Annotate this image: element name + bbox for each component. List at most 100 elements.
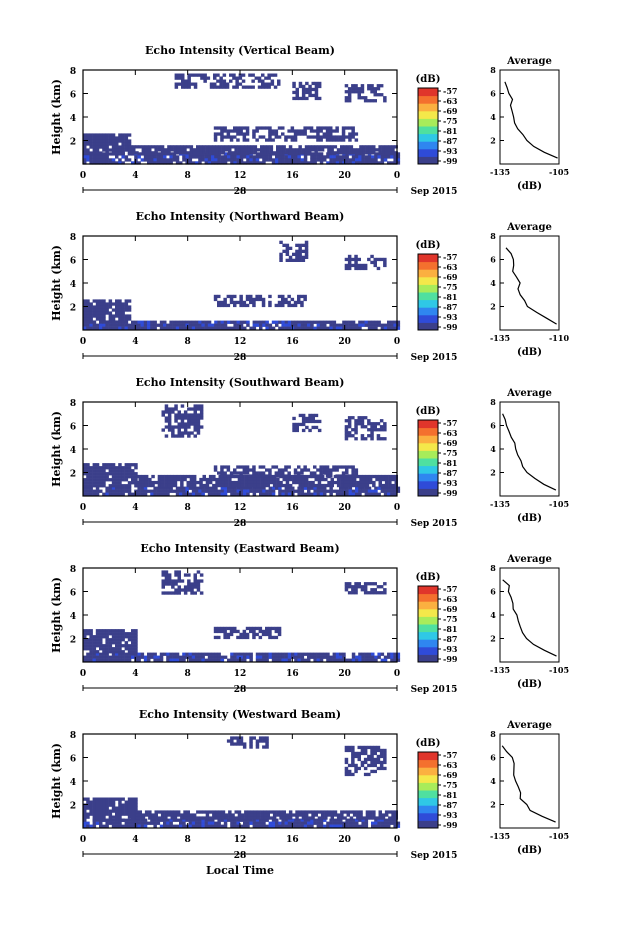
- echo-cell: [277, 626, 282, 631]
- echo-cell: [344, 266, 349, 271]
- echo-cell: [282, 816, 286, 820]
- echo-cell: [147, 326, 151, 330]
- average-y-tick-label: 8: [490, 231, 496, 241]
- echo-cell: [95, 308, 100, 312]
- echo-cell: [322, 126, 327, 130]
- echo-cell: [134, 650, 138, 654]
- colorbar-segment: [418, 269, 438, 278]
- echo-cell: [373, 87, 377, 91]
- echo-cell: [233, 626, 237, 631]
- echo-cell: [243, 824, 247, 828]
- echo-cell: [111, 806, 116, 810]
- echo-cell: [383, 492, 388, 496]
- echo-cell: [83, 641, 87, 645]
- echo-cell: [362, 474, 366, 479]
- echo-cell: [265, 323, 269, 327]
- echo-cell: [303, 129, 307, 133]
- echo-cell: [177, 422, 181, 426]
- echo-cell: [393, 652, 397, 656]
- echo-cell: [185, 489, 189, 493]
- colorbar-tick-label: -99: [443, 820, 458, 830]
- echo-cell: [393, 492, 397, 496]
- echo-cell: [198, 821, 202, 825]
- echo-cell: [268, 626, 272, 631]
- echo-cell: [263, 813, 267, 817]
- echo-cell: [307, 658, 311, 662]
- echo-cell: [204, 489, 209, 493]
- echo-cell: [220, 492, 225, 496]
- echo-cell: [281, 474, 285, 478]
- echo-cell: [131, 641, 135, 645]
- echo-cell: [384, 477, 389, 482]
- echo-cell: [295, 96, 299, 101]
- echo-cell: [347, 254, 352, 259]
- echo-cell: [140, 320, 145, 324]
- echo-cell: [370, 260, 374, 265]
- echo-cell: [265, 474, 269, 478]
- echo-cell: [329, 326, 333, 330]
- echo-cell: [95, 148, 100, 152]
- echo-cell: [92, 647, 97, 651]
- echo-cell: [111, 478, 116, 482]
- echo-cell: [342, 161, 346, 165]
- echo-cell: [379, 751, 384, 756]
- echo-cell: [118, 809, 122, 813]
- echo-cell: [169, 320, 173, 324]
- echo-cell: [374, 821, 378, 825]
- echo-cell: [292, 151, 296, 155]
- echo-cell: [295, 87, 299, 92]
- echo-cell: [83, 797, 87, 801]
- echo-cell: [335, 655, 340, 659]
- echo-cell: [294, 652, 298, 656]
- echo-cell: [268, 300, 272, 305]
- echo-cell: [213, 629, 218, 634]
- echo-cell: [102, 815, 106, 819]
- echo-cell: [352, 151, 357, 155]
- echo-cell: [279, 145, 283, 149]
- echo-cell: [263, 151, 267, 155]
- echo-cell: [212, 145, 216, 149]
- echo-cell: [329, 474, 333, 478]
- echo-cell: [359, 816, 363, 820]
- echo-cell: [367, 582, 371, 586]
- echo-cell: [330, 813, 334, 817]
- echo-cell: [99, 806, 103, 810]
- echo-cell: [292, 474, 296, 479]
- echo-cell: [333, 145, 338, 149]
- echo-cell: [131, 806, 135, 810]
- echo-cell: [121, 644, 125, 648]
- echo-cell: [89, 641, 93, 645]
- echo-cell: [332, 129, 336, 133]
- echo-cell: [108, 812, 113, 816]
- echo-cell: [99, 821, 103, 825]
- echo-cell: [237, 477, 242, 482]
- echo-cell: [349, 477, 354, 482]
- echo-cell: [323, 326, 327, 330]
- echo-cell: [250, 151, 254, 155]
- echo-cell: [342, 155, 346, 159]
- echo-cell: [300, 655, 305, 659]
- echo-cell: [179, 655, 183, 659]
- echo-cell: [177, 576, 181, 580]
- echo-cell: [154, 151, 158, 155]
- echo-cell: [143, 323, 148, 327]
- echo-cell: [287, 655, 292, 659]
- echo-cell: [211, 492, 215, 496]
- echo-cell: [246, 161, 250, 165]
- echo-cell: [134, 641, 138, 645]
- echo-cell: [99, 652, 103, 656]
- echo-cell: [134, 466, 138, 470]
- echo-cell: [256, 810, 261, 814]
- echo-cell: [89, 655, 93, 659]
- echo-cell: [277, 294, 282, 299]
- echo-cell: [167, 480, 171, 485]
- echo-cell: [170, 145, 174, 149]
- echo-cell: [292, 96, 296, 101]
- echo-cell: [154, 480, 158, 485]
- echo-cell: [338, 465, 343, 469]
- echo-cell: [347, 90, 352, 94]
- echo-cell: [347, 263, 352, 268]
- echo-cell: [92, 638, 97, 642]
- echo-cell: [180, 419, 185, 423]
- echo-cell: [379, 84, 384, 88]
